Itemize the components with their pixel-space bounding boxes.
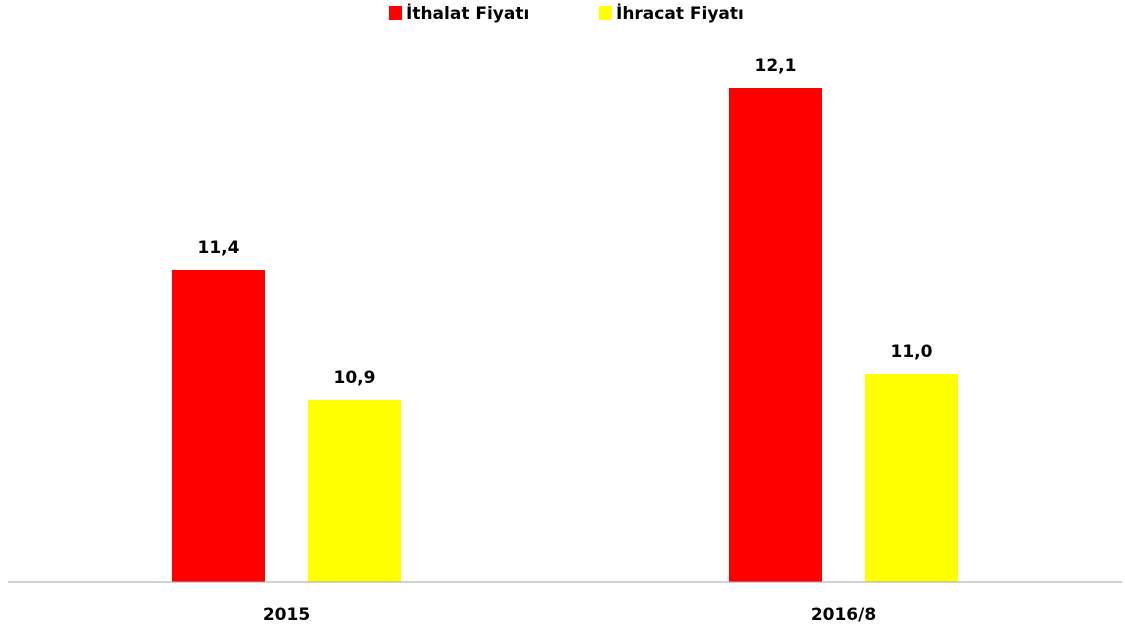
legend-swatch: [389, 6, 402, 20]
x-tick-label: 2015: [263, 605, 310, 625]
legend-swatch: [599, 6, 612, 20]
bar: [865, 374, 958, 582]
bar: [172, 270, 265, 582]
legend-label: İthalat Fiyatı: [406, 2, 529, 24]
bar: [308, 400, 401, 582]
value-label: 11,0: [891, 342, 933, 362]
x-tick-label: 2016/8: [811, 605, 876, 625]
value-label: 11,4: [198, 238, 240, 258]
legend-label: İhracat Fiyatı: [616, 2, 744, 24]
bar: [729, 88, 822, 582]
value-label: 12,1: [755, 56, 797, 76]
value-label: 10,9: [334, 368, 376, 388]
